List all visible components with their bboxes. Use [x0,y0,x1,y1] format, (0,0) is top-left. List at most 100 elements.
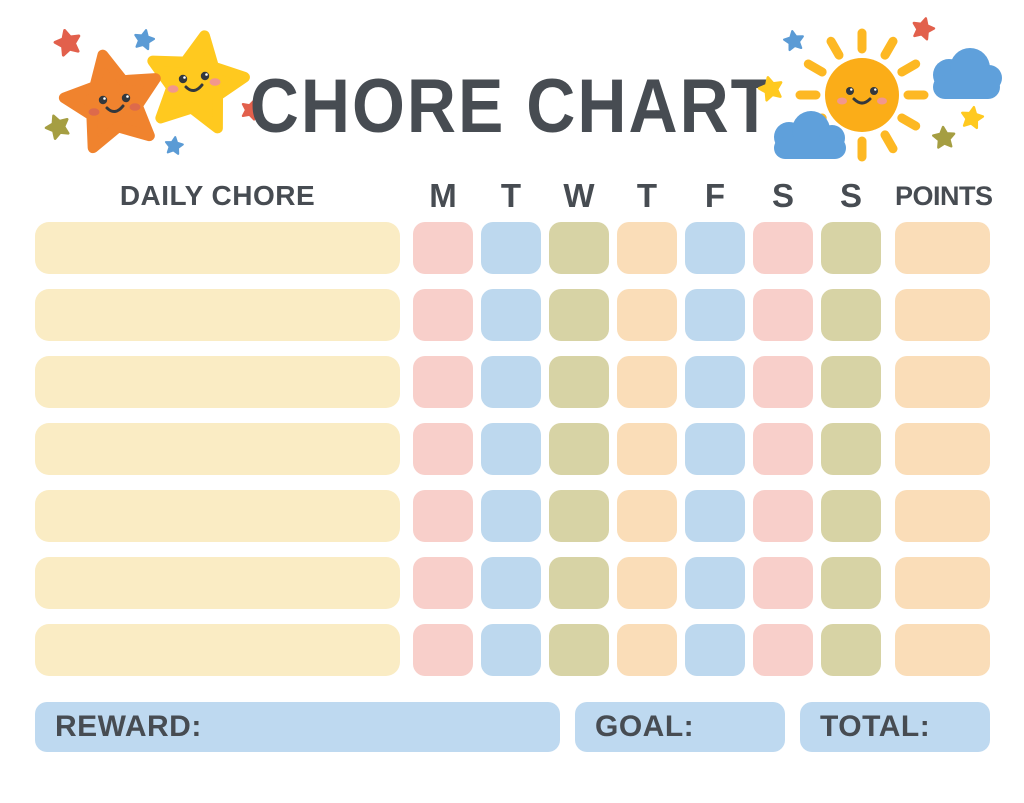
daily-chore-header: DAILY CHORE [119,180,316,211]
chore-row-3 [35,356,990,408]
day-header-wednesday: W [563,177,595,214]
day-cell-tuesday[interactable] [481,624,541,676]
mini-olive-star-icon [933,126,956,148]
day-cell-friday[interactable] [685,624,745,676]
footer: REWARD: GOAL: TOTAL: [35,702,990,752]
reward-label: REWARD: [55,710,202,743]
day-cell-friday[interactable] [685,423,745,475]
day-cell-saturday[interactable] [753,289,813,341]
day-cell-saturday[interactable] [753,356,813,408]
day-cell-tuesday[interactable] [481,289,541,341]
goal-box[interactable]: GOAL: [575,702,785,752]
day-cell-friday[interactable] [685,557,745,609]
cloud-icon [774,111,846,159]
sun-icon [795,28,929,162]
day-cell-friday[interactable] [685,222,745,274]
day-cell-monday[interactable] [413,289,473,341]
points-cell[interactable] [895,490,990,542]
day-header-friday: F [704,177,726,214]
day-cell-wednesday[interactable] [549,222,609,274]
chore-name-cell[interactable] [35,423,400,475]
mini-yellow-star-icon [757,74,785,101]
chore-name-cell[interactable] [35,356,400,408]
chore-row-4 [35,423,990,475]
stars-decoration [33,20,268,165]
points-cell[interactable] [895,289,990,341]
day-cell-thursday[interactable] [617,222,677,274]
day-cell-sunday[interactable] [821,423,881,475]
day-cell-sunday[interactable] [821,289,881,341]
day-cell-sunday[interactable] [821,557,881,609]
chore-row-7 [35,624,990,676]
day-cell-saturday[interactable] [753,557,813,609]
day-cell-friday[interactable] [685,289,745,341]
day-cell-monday[interactable] [413,624,473,676]
chore-table: DAILY CHORE M T W T F S S POINTS [35,177,993,691]
chore-name-cell[interactable] [35,222,400,274]
points-cell[interactable] [895,222,990,274]
chore-row-2 [35,289,990,341]
day-cell-friday[interactable] [685,356,745,408]
points-cell[interactable] [895,356,990,408]
day-cell-tuesday[interactable] [481,222,541,274]
day-cell-sunday[interactable] [821,490,881,542]
goal-label: GOAL: [595,710,695,743]
points-header: POINTS [895,180,993,211]
chore-name-cell[interactable] [35,624,400,676]
sun-face [837,87,887,105]
day-cell-tuesday[interactable] [481,423,541,475]
day-header-monday: M [429,177,457,214]
day-cell-saturday[interactable] [753,490,813,542]
day-cell-wednesday[interactable] [549,289,609,341]
day-cell-thursday[interactable] [617,490,677,542]
day-cell-tuesday[interactable] [481,490,541,542]
total-label: TOTAL: [820,710,931,743]
points-cell[interactable] [895,423,990,475]
day-cell-wednesday[interactable] [549,356,609,408]
day-cell-monday[interactable] [413,356,473,408]
day-cell-wednesday[interactable] [549,490,609,542]
chore-row-6 [35,557,990,609]
day-cell-thursday[interactable] [617,624,677,676]
day-cell-monday[interactable] [413,557,473,609]
day-header-saturday: S [771,177,794,214]
chore-name-cell[interactable] [35,557,400,609]
day-cell-wednesday[interactable] [549,624,609,676]
day-cell-thursday[interactable] [617,289,677,341]
sun-clouds-decoration [757,15,1002,162]
day-cell-thursday[interactable] [617,356,677,408]
day-cell-monday[interactable] [413,222,473,274]
day-cell-monday[interactable] [413,490,473,542]
day-cell-sunday[interactable] [821,222,881,274]
total-box[interactable]: TOTAL: [800,702,990,752]
orange-star-face [88,93,141,116]
mini-blue-star-icon [783,30,805,51]
day-cell-wednesday[interactable] [549,423,609,475]
day-cell-saturday[interactable] [753,222,813,274]
day-cell-tuesday[interactable] [481,557,541,609]
day-cell-friday[interactable] [685,490,745,542]
cloud-icon [933,48,1002,99]
day-header-tuesday: T [500,177,522,214]
day-cell-saturday[interactable] [753,624,813,676]
chore-name-cell[interactable] [35,490,400,542]
day-cell-tuesday[interactable] [481,356,541,408]
day-cell-thursday[interactable] [617,557,677,609]
day-header-sunday: S [839,177,862,214]
day-cell-monday[interactable] [413,423,473,475]
day-cell-thursday[interactable] [617,423,677,475]
chore-row-5 [35,490,990,542]
points-cell[interactable] [895,624,990,676]
mini-red-star-icon [911,16,936,41]
table-header: DAILY CHORE M T W T F S S POINTS [35,177,993,214]
chore-name-cell[interactable] [35,289,400,341]
day-cell-sunday[interactable] [821,624,881,676]
day-cell-wednesday[interactable] [549,557,609,609]
reward-box[interactable]: REWARD: [35,702,560,752]
mini-yellow-star-icon [960,105,984,128]
day-cell-sunday[interactable] [821,356,881,408]
points-cell[interactable] [895,557,990,609]
mini-red-star-icon [53,27,83,56]
day-cell-saturday[interactable] [753,423,813,475]
